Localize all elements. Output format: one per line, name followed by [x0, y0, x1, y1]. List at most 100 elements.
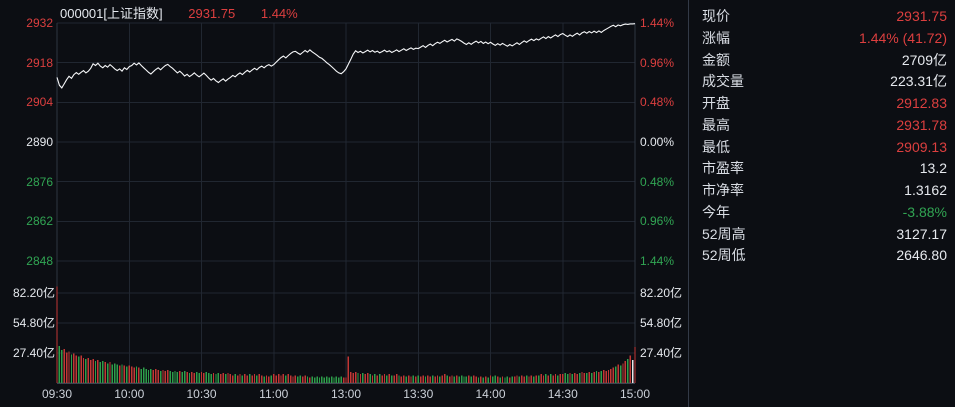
volume-bar [176, 372, 179, 383]
volume-bar [263, 376, 265, 383]
volume-bar [239, 374, 241, 383]
volume-bar [150, 368, 152, 383]
stat-value: 2709亿 [901, 51, 947, 68]
volume-bar [116, 364, 118, 383]
stat-label: 涨幅 [702, 29, 730, 46]
volume-bar [246, 375, 248, 383]
volume-bar [359, 374, 362, 383]
volume-bar [590, 373, 593, 383]
volume-bar [335, 376, 338, 383]
volume-bar [241, 375, 244, 383]
volume-bar [70, 354, 73, 383]
volume-bar [629, 355, 631, 383]
volume-bar [460, 375, 463, 383]
volume-bar [617, 364, 619, 383]
stat-row-1: 现价 2931.75 [690, 5, 955, 27]
volume-bar [559, 374, 562, 383]
volume-bar [521, 375, 523, 383]
volume-bar [600, 370, 602, 383]
volume-bar [393, 375, 395, 383]
volume-bar [321, 376, 323, 383]
volume-bar [535, 375, 537, 383]
volume-bar [342, 377, 345, 383]
volume-bar [403, 375, 405, 383]
volume-bar [386, 375, 388, 383]
volume-bar [482, 377, 484, 383]
chart-title-row: 000001[上证指数] 2931.75 1.44% [60, 3, 298, 22]
volume-bar [224, 374, 227, 383]
volume-bar [369, 374, 371, 383]
volume-bar [513, 376, 516, 383]
time-tick: 09:30 [41, 387, 73, 401]
stat-label: 最低 [702, 138, 730, 155]
volume-bar [152, 369, 155, 383]
volume-bar [619, 365, 622, 383]
volume-bar [157, 369, 159, 383]
time-tick: 13:30 [403, 387, 434, 401]
price-tick-left: 2862 [26, 214, 53, 229]
volume-bar [352, 373, 354, 383]
volume-bar [419, 376, 422, 383]
volume-bar [607, 369, 610, 383]
volume-bar [61, 350, 63, 383]
volume-bar [588, 372, 590, 383]
stat-row-3: 金额 2709亿 [690, 49, 955, 71]
volume-bar [451, 375, 453, 383]
volume-bar [444, 374, 446, 383]
volume-bar [97, 360, 99, 383]
time-tick: 14:00 [475, 387, 506, 401]
volume-bar [631, 360, 634, 383]
volume-bar [128, 365, 130, 383]
volume-bar [323, 377, 326, 383]
volume-bar [494, 375, 497, 383]
volume-bar [480, 376, 482, 383]
volume-bar [497, 376, 499, 383]
stat-row-12: 52周低 2646.80 [690, 244, 955, 266]
volume-bar [350, 372, 352, 383]
volume-bar [248, 374, 251, 383]
volume-bar [484, 376, 487, 383]
volume-bar [200, 372, 203, 383]
volume-bar [121, 364, 123, 383]
volume-bar [379, 374, 381, 383]
stat-row-6: 最高 2931.78 [690, 114, 955, 136]
stat-row-10: 今年 -3.88% [690, 201, 955, 223]
volume-bar [405, 376, 407, 383]
stat-label: 市盈率 [702, 160, 744, 177]
volume-bar [251, 375, 253, 383]
time-tick: 10:30 [186, 387, 217, 401]
stat-value: 2931.78 [896, 116, 947, 133]
stat-label: 最高 [702, 116, 730, 133]
time-tick: 14:30 [547, 387, 578, 401]
volume-bar [595, 370, 598, 383]
volume-bar [530, 375, 533, 383]
volume-bar [557, 375, 559, 383]
volume-bar [622, 363, 624, 383]
volume-bar [504, 377, 506, 383]
volume-bar [77, 356, 80, 383]
volume-bar [253, 374, 256, 383]
volume-bar [282, 374, 285, 383]
volume-bar [159, 370, 162, 383]
symbol-title: 000001[上证指数] [60, 6, 163, 21]
volume-bar [90, 360, 92, 383]
volume-bar [533, 376, 535, 383]
volume-bar [456, 375, 458, 383]
stat-row-9: 市净率 1.3162 [690, 179, 955, 201]
volume-bar [104, 362, 106, 383]
volume-bar [258, 374, 260, 383]
percent-tick-right: 0.48% [640, 95, 675, 110]
percent-tick-right: 1.44% [640, 254, 675, 268]
volume-bar [75, 355, 77, 383]
volume-bar [400, 376, 403, 383]
volume-bar [345, 377, 347, 383]
volume-bar [85, 358, 87, 383]
stat-value: 2931.75 [896, 8, 947, 24]
volume-bar [275, 375, 277, 383]
volume-bar [109, 362, 111, 383]
volume-bar [73, 353, 75, 383]
stat-row-8: 市盈率 13.2 [690, 157, 955, 179]
volume-bar [470, 376, 472, 383]
volume-bar [598, 372, 600, 383]
intraday-chart-canvas[interactable] [0, 0, 690, 407]
